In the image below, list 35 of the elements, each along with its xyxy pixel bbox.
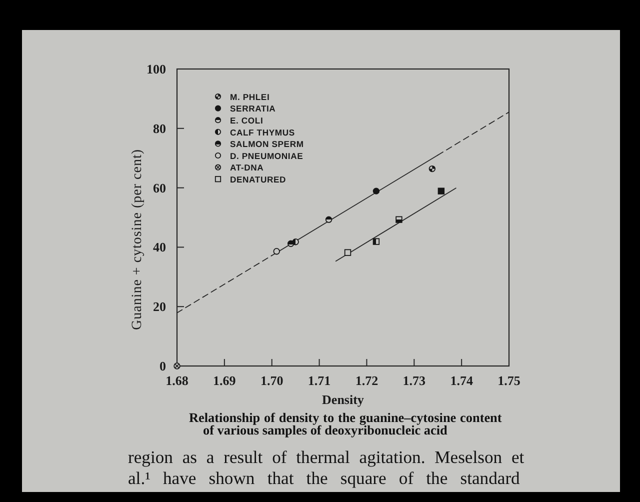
y-tick-label: 0 — [160, 358, 166, 374]
x-tick-label: 1.69 — [213, 373, 236, 388]
x-tick-label: 1.68 — [166, 373, 189, 388]
y-tick-label: 80 — [153, 120, 166, 136]
y-axis-title: Guanine + cytosine (per cent) — [130, 149, 145, 330]
legend-label: E. COLI — [230, 116, 264, 126]
point — [287, 240, 294, 247]
y-tick-label: 60 — [153, 180, 166, 196]
text: Relationship of density to the guanine–cytosine content — [189, 410, 502, 425]
x-tick-label: 1.70 — [260, 373, 284, 388]
x-tick-label: 1.71 — [308, 373, 331, 388]
legend-label: AT-DNA — [230, 162, 264, 173]
legend-label: SALMON SPERM — [230, 139, 304, 150]
point — [325, 216, 332, 223]
point — [372, 238, 380, 245]
x-tick-label: 1.75 — [498, 373, 521, 388]
y-tick-label: 100 — [146, 62, 166, 76]
x-axis-title: Density — [322, 392, 364, 407]
point — [273, 248, 280, 255]
legend-label: DENATURED — [230, 174, 286, 184]
legend-label: SERRATIA — [230, 104, 276, 114]
point — [174, 362, 180, 370]
point — [396, 216, 402, 223]
point — [372, 188, 380, 194]
text: al.¹ have shown that the square of the standard — [128, 468, 520, 488]
point — [428, 165, 436, 172]
x-tick-label: 1.73 — [402, 373, 426, 388]
legend-label: D. PNEUMONIAE — [230, 150, 304, 161]
x-tick-label: 1.74 — [450, 373, 474, 388]
legend-label: M. PHLEI — [230, 92, 270, 102]
x-tick-label: 1.72 — [355, 373, 378, 388]
y-tick-label: 20 — [153, 299, 166, 314]
text: region as a result of thermal agitation. Meselson et — [128, 447, 524, 467]
y-tick-label: 40 — [153, 240, 166, 255]
legend-label: CALF THYMUS — [230, 127, 295, 138]
